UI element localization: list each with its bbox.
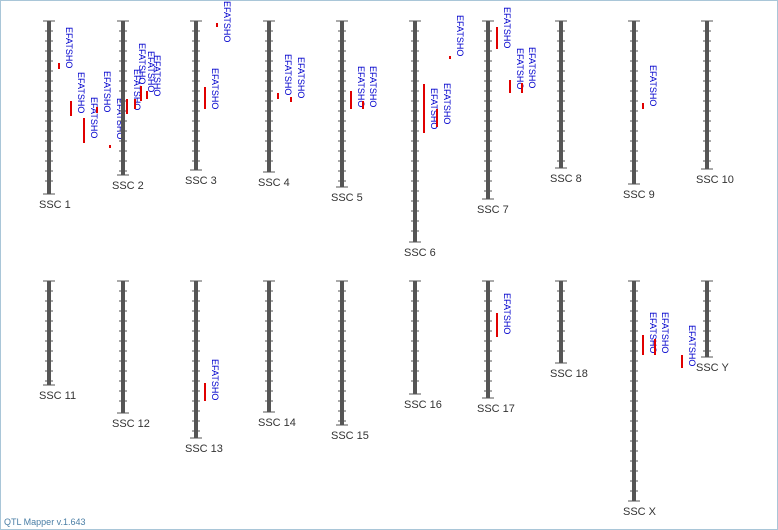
qtl-label: EFATSHO xyxy=(368,66,378,107)
qtl-label: EFATSHO xyxy=(64,27,74,68)
qtl-label: EFATSHO xyxy=(222,1,232,42)
qtl-label: EFATSHO xyxy=(132,69,142,110)
chromosome-label: SSC 8 xyxy=(550,173,582,185)
chromosome-label: SSC 18 xyxy=(550,368,588,380)
qtl-label: EFATSHO xyxy=(648,65,658,106)
qtl-label: EFATSHO xyxy=(660,312,670,353)
qtl-label: EFATSHO xyxy=(296,57,306,98)
chromosome-label: SSC 5 xyxy=(331,192,363,204)
chromosome-label: SSC 10 xyxy=(696,174,734,186)
chromosome-label: SSC 15 xyxy=(331,430,369,442)
qtl-label: EFATSHO xyxy=(137,43,147,84)
qtl-label: EFATSHO xyxy=(283,54,293,95)
chromosome-label: SSC 16 xyxy=(404,399,442,411)
qtl-label: EFATSHO xyxy=(146,51,156,92)
qtl-label: EFATSHO xyxy=(356,66,366,107)
qtl-label: EFATSHO xyxy=(210,359,220,400)
qtl-label: EFATSHO xyxy=(502,7,512,48)
chromosome-label: SSC 17 xyxy=(477,403,515,415)
qtl-label: EFATSHO xyxy=(76,72,86,113)
chromosome-label: SSC 1 xyxy=(39,199,71,211)
qtl-label: EFATSHO xyxy=(687,325,697,366)
qtl-label: EFATSHO xyxy=(442,83,452,124)
qtl-label: EFATSHO xyxy=(502,293,512,334)
qtl-label: EFATSHO xyxy=(89,97,99,138)
chromosome-label: SSC Y xyxy=(696,362,729,374)
chromosome-label: SSC 13 xyxy=(185,443,223,455)
chromosome-label: SSC 9 xyxy=(623,189,655,201)
chromosome-label: SSC 11 xyxy=(39,390,76,402)
chromosome-label: SSC 4 xyxy=(258,177,290,189)
chromosome-label: SSC 14 xyxy=(258,417,296,429)
qtl-label: EFATSHO xyxy=(455,15,465,56)
qtl-label: EFATSHO xyxy=(429,88,439,129)
app-version-footer: QTL Mapper v.1.643 xyxy=(4,517,86,527)
chromosome-label: SSC 3 xyxy=(185,175,217,187)
qtl-label: EFATSHO xyxy=(648,312,658,353)
qtl-label: EFATSHO xyxy=(102,71,112,112)
qtl-label: EFATSHO xyxy=(210,68,220,109)
qtl-label: EFATSHO xyxy=(115,98,125,139)
chromosome-label: SSC X xyxy=(623,506,657,518)
chromosome-label: SSC 7 xyxy=(477,204,509,216)
qtl-label: EFATSHO xyxy=(527,47,537,88)
chromosome-label: SSC 12 xyxy=(112,418,150,430)
chromosome-label: SSC 2 xyxy=(112,180,144,192)
chromosome-label: SSC 6 xyxy=(404,247,436,259)
qtl-label: EFATSHO xyxy=(152,55,162,96)
qtl-label: EFATSHO xyxy=(515,48,525,89)
